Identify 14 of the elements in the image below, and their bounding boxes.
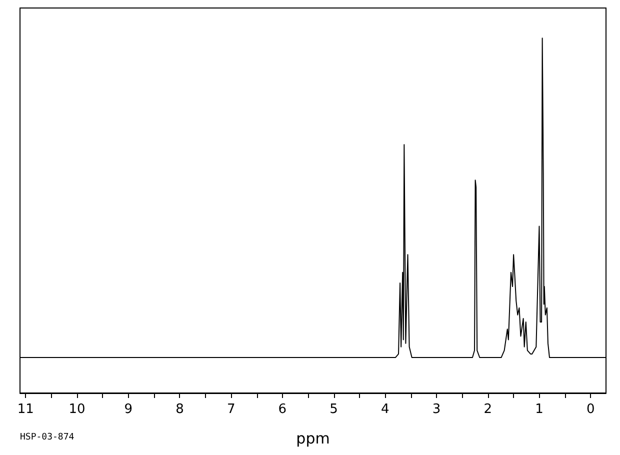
- x-tick-label: 7: [226, 402, 236, 417]
- text: HSP-03-874: [20, 432, 74, 442]
- x-tick-label: 9: [124, 402, 133, 417]
- x-tick-label: 0: [586, 402, 595, 417]
- x-tick-label: 4: [381, 402, 390, 417]
- x-tick-label: 6: [278, 402, 287, 417]
- x-tick-label: 11: [17, 402, 34, 417]
- x-tick-label: 2: [484, 402, 492, 417]
- x-tick-label: 1: [535, 402, 544, 417]
- x-tick-label: 10: [68, 402, 86, 417]
- x-tick-label: 5: [330, 402, 338, 417]
- x-tick-label: 3: [432, 402, 441, 417]
- x-axis-title: ppm: [296, 430, 330, 448]
- x-tick-label: 8: [176, 402, 184, 417]
